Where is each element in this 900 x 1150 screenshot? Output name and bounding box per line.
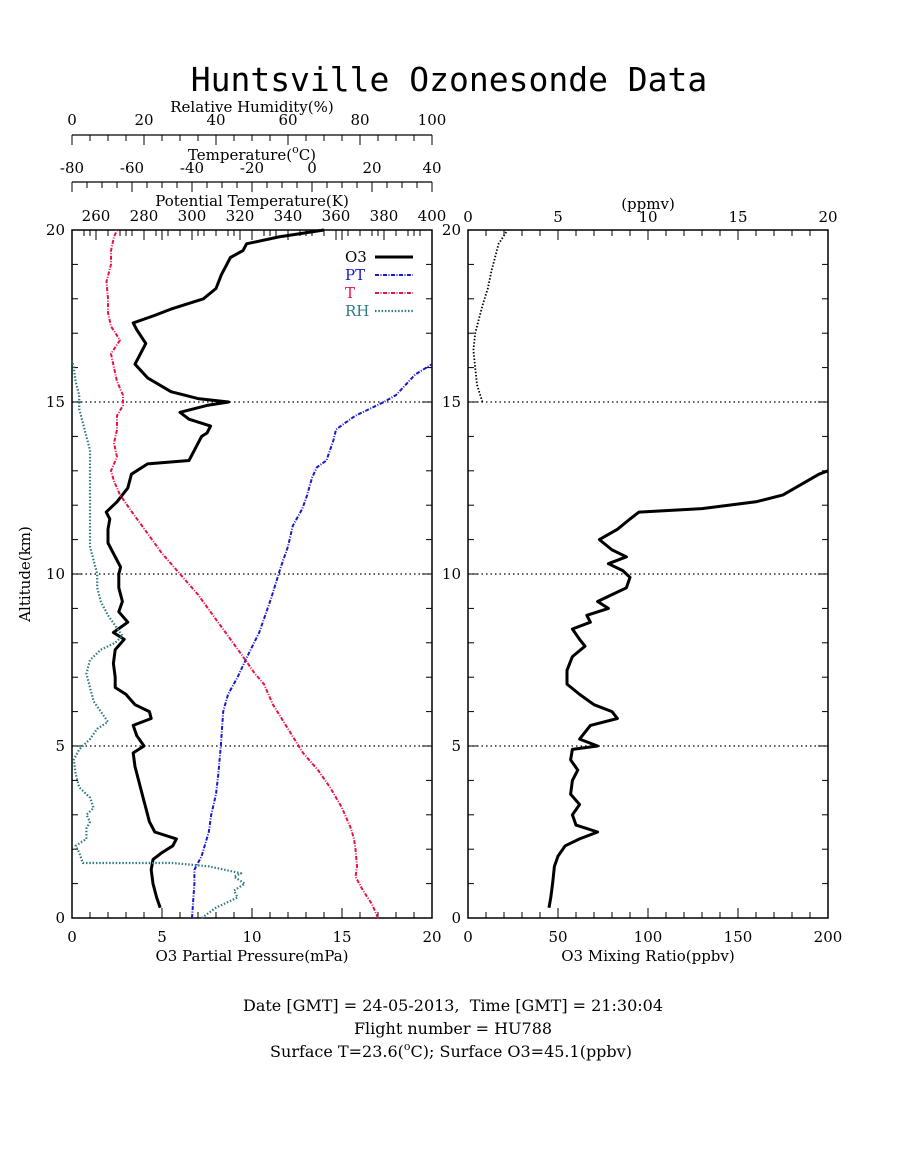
left-ytick-label: 15 (46, 393, 65, 411)
right-top-tick-label: 10 (638, 208, 657, 226)
left-panel: 0 5 10 15 20 0 5 10 15 20 (46, 221, 442, 946)
top-axis-tick-label: 260 (82, 207, 111, 225)
left-axis-ticks: 0 5 10 15 20 0 5 10 15 20 (46, 221, 442, 946)
top-axis-tick-label: 20 (362, 159, 381, 177)
right-xtick-label: 200 (814, 928, 843, 946)
footer-surface-values: Surface T=23.6(oC); Surface O3=45.1(ppbv… (270, 1040, 632, 1061)
right-top-tick-label: 5 (553, 208, 563, 226)
top-axis-tick-label: 340 (274, 207, 303, 225)
top-axis-tick-label: 0 (67, 111, 77, 129)
right-ytick-label: 0 (451, 909, 461, 927)
top-axis-tick-label: 40 (422, 159, 441, 177)
top-axis-tick-label: 400 (418, 207, 447, 225)
right-xtick-label: 150 (724, 928, 753, 946)
top-axis-tick-label: 280 (130, 207, 159, 225)
left-xtick-label: 5 (157, 928, 167, 946)
legend-label-o3: O3 (345, 248, 367, 266)
top-axis-title: Relative Humidity(%) (170, 98, 333, 116)
right-ytick-label: 5 (451, 737, 461, 755)
legend-label-rh: RH (345, 302, 369, 320)
top-axis-tick-label: 300 (178, 207, 207, 225)
left-series-group (70, 228, 433, 919)
left-ytick-label: 20 (46, 221, 65, 239)
mixing-ratio-upper-line (472, 229, 509, 403)
top-axes: 0 20 40 60 80 100 Relative Humidity(%) -80 -60 -4… (60, 98, 446, 240)
right-top-tick-label: 20 (818, 208, 837, 226)
left-ytick-label: 5 (55, 737, 65, 755)
top-axis-tick-label: 100 (418, 111, 447, 129)
mixing-ratio-line (547, 469, 829, 908)
chart-title: Huntsville Ozonesonde Data (191, 60, 708, 99)
top-axis-tick-label: -80 (60, 159, 84, 177)
right-grid-lines (468, 401, 828, 747)
left-xtick-label: 0 (67, 928, 77, 946)
footer-surface-post: C); Surface O3=45.1(ppbv) (411, 1042, 632, 1061)
left-xtick-label: 20 (422, 928, 441, 946)
right-series-group (472, 229, 829, 908)
right-ytick-label: 10 (442, 565, 461, 583)
legend-label-t: T (345, 284, 355, 302)
footer-flight-number: Flight number = HU788 (354, 1019, 552, 1038)
top-axis-tick-label: 60 (278, 111, 297, 129)
left-grid-lines (72, 401, 432, 747)
right-xtick-label: 0 (463, 928, 473, 946)
left-y-axis-label: Altitude(km) (16, 526, 34, 623)
top-axis-tick-label: 20 (134, 111, 153, 129)
right-xtick-label: 100 (634, 928, 663, 946)
footer-surface-sup: o (404, 1040, 411, 1053)
top-axis-tick-label: 80 (350, 111, 369, 129)
top-axis-title: Potential Temperature(K) (155, 192, 349, 210)
right-ytick-label: 15 (442, 393, 461, 411)
left-xtick-label: 15 (332, 928, 351, 946)
legend-label-pt: PT (345, 266, 365, 284)
right-xtick-label: 50 (548, 928, 567, 946)
series-t-line (105, 229, 379, 919)
footer-date-time: Date [GMT] = 24-05-2013, Time [GMT] = 21… (243, 996, 663, 1015)
top-axis-tick-label: 360 (322, 207, 351, 225)
top-axis-tick-label: 320 (226, 207, 255, 225)
top-axis-tick-label: 0 (307, 159, 317, 177)
left-xtick-label: 10 (242, 928, 261, 946)
right-x-axis-label: O3 Mixing Ratio(ppbv) (561, 947, 734, 965)
left-ytick-label: 0 (55, 909, 65, 927)
left-ytick-label: 10 (46, 565, 65, 583)
right-top-tick-label: 0 (463, 208, 473, 226)
series-pt-line (191, 363, 433, 919)
right-top-tick-label: 15 (728, 208, 747, 226)
right-top-axis-label: (ppmv) (621, 195, 675, 213)
top-axis-tick-label: -60 (120, 159, 144, 177)
top-axis-title: Temperature(oC) (188, 143, 316, 164)
top-axis-tick-label: 380 (370, 207, 399, 225)
right-ytick-label: 20 (442, 221, 461, 239)
top-axis-tick-label: -20 (240, 159, 264, 177)
footer-surface-pre: Surface T=23.6( (270, 1042, 404, 1061)
left-x-axis-label: O3 Partial Pressure(mPa) (155, 947, 348, 965)
top-axis-tick-label: 40 (206, 111, 225, 129)
series-o3-line (104, 228, 325, 909)
top-axis-tick-label: -40 (180, 159, 204, 177)
